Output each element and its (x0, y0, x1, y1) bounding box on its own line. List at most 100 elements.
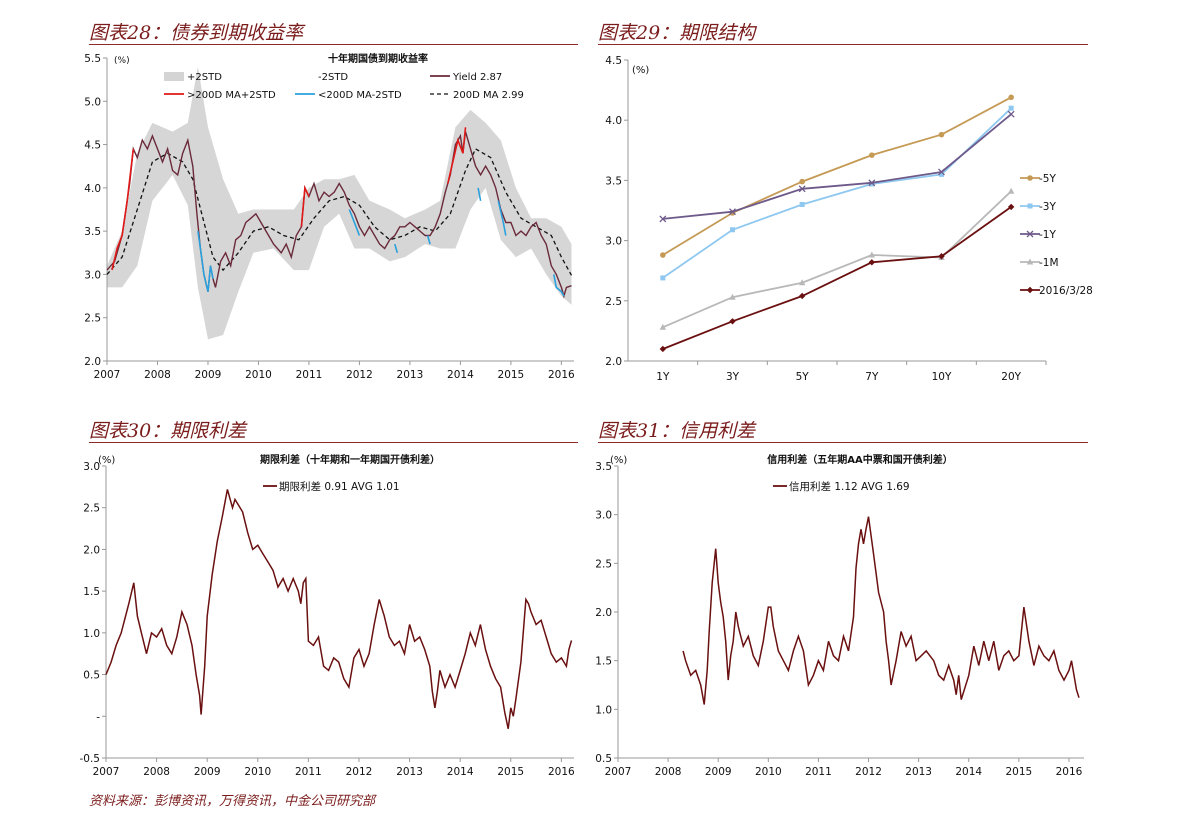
legend-label: -3Y (1039, 201, 1056, 213)
unit-label: (%) (98, 455, 115, 466)
figure-28-rule (89, 44, 578, 45)
y-tick-label: 3.5 (605, 175, 622, 187)
unit-label: (%) (610, 455, 627, 466)
x-tick-label: 2015 (1005, 766, 1032, 778)
below-band-segment (497, 200, 507, 236)
x-tick-label: 2008 (144, 369, 171, 381)
y-tick-label: 5.0 (84, 96, 101, 108)
legend-label: 信用利差 1.12 AVG 1.69 (789, 480, 910, 493)
y-tick-label: 3.0 (83, 461, 100, 473)
y-tick-label: 3.0 (84, 269, 101, 281)
legend-swatch (164, 72, 184, 81)
figure-31-rule (598, 442, 1088, 443)
series-line (662, 206, 1012, 350)
x-tick-label: 2010 (245, 369, 272, 381)
credit-spread-chart: 0.5 1.0 1.5 2.0 2.5 3.0 3.5 2007 2008 2009 2010 201… (595, 453, 1084, 778)
x-tick-label: 2010 (244, 766, 271, 778)
y-tick-label: 1.0 (83, 628, 100, 640)
chart-title: 期限利差（十年期和一年期国开债利差） (260, 453, 440, 466)
y-tick-label: 2.0 (595, 607, 612, 619)
x-tick-label: 7Y (865, 371, 879, 383)
figure-30-title: 图表30：期限利差 (89, 420, 247, 442)
y-tick-label: 1.5 (83, 586, 100, 598)
x-tick-label: 2013 (397, 369, 424, 381)
legend-label: 2016/3/28 (1039, 285, 1093, 297)
point-marker (869, 152, 875, 158)
x-tick-label: 2009 (195, 369, 222, 381)
y-tick-label: 2.0 (84, 356, 101, 368)
above-band-segment (300, 184, 310, 227)
y-tick-label: - (96, 711, 100, 723)
x-tick-label: 2007 (93, 766, 120, 778)
x-tick-label: 2011 (805, 766, 832, 778)
spread-line (105, 489, 573, 729)
yield-chart: 2.0 2.5 3.0 3.5 4.0 4.5 5.0 5.5 2007 2008 2009 2010… (84, 52, 575, 381)
x-tick-label: 2009 (705, 766, 732, 778)
chart-title: 信用利差（五年期AA中票和国开债利差） (767, 453, 952, 466)
point-marker (1027, 203, 1033, 209)
x-tick-label: 2014 (447, 766, 474, 778)
point-marker (938, 253, 945, 260)
point-marker (1026, 258, 1034, 265)
ma-200d-line (106, 147, 573, 276)
figure-31-title: 图表31：信用利差 (598, 420, 756, 442)
below-band-segment (394, 243, 399, 254)
legend-label: -1Y (1039, 229, 1056, 241)
y-tick-label: 2.0 (605, 356, 622, 368)
point-marker (799, 201, 805, 207)
legend-label: 期限利差 0.91 AVG 1.01 (279, 480, 400, 493)
point-marker (730, 227, 735, 233)
figure-29-rule (598, 44, 1088, 45)
above-band-segment (111, 148, 135, 271)
point-marker (659, 345, 667, 353)
series-line (662, 113, 1012, 220)
x-tick-label: 2012 (346, 766, 373, 778)
x-tick-label: 2009 (194, 766, 221, 778)
point-marker (798, 292, 806, 300)
point-marker (868, 179, 876, 187)
spread-line (682, 516, 1080, 705)
point-marker (939, 171, 944, 177)
x-tick-label: 2014 (955, 766, 982, 778)
below-band-segment (426, 235, 431, 245)
figure-28-title: 图表28：债券到期收益率 (89, 22, 304, 44)
below-band-segment (348, 209, 361, 236)
x-tick-label: 2016 (1056, 766, 1083, 778)
yield-line (106, 131, 572, 299)
above-band-segment (447, 127, 467, 184)
point-marker (1026, 286, 1034, 294)
y-tick-label: 1.5 (595, 656, 612, 668)
x-tick-label: 1Y (656, 371, 670, 383)
series-line (662, 107, 1012, 279)
legend-label: -2STD (318, 72, 348, 83)
figure-29-title: 图表29：期限结构 (598, 22, 756, 44)
point-marker (659, 323, 667, 330)
legend-label: Yield 2.87 (452, 72, 502, 83)
x-tick-label: 2011 (296, 369, 323, 381)
x-tick-label: 2013 (905, 766, 932, 778)
point-marker (868, 251, 876, 258)
legend-label: +2STD (187, 72, 222, 83)
point-marker (1007, 187, 1015, 194)
point-marker (1007, 110, 1015, 118)
x-tick-label: 2012 (346, 369, 373, 381)
y-tick-label: 2.5 (595, 558, 612, 570)
y-tick-label: 2.5 (84, 313, 101, 325)
x-tick-label: 2010 (755, 766, 782, 778)
x-tick-label: 3Y (726, 371, 740, 383)
point-marker (869, 181, 875, 187)
point-marker (1008, 105, 1014, 111)
point-marker (1008, 94, 1014, 101)
x-tick-label: 2016 (548, 369, 575, 381)
point-marker (1026, 230, 1034, 238)
y-tick-label: 5.5 (84, 53, 101, 65)
source-note: 资料来源：彭博资讯，万得资讯，中金公司研究部 (89, 794, 376, 809)
y-tick-label: 1.0 (595, 704, 612, 716)
chart-title: 十年期国债到期收益率 (328, 52, 428, 65)
point-marker (729, 318, 736, 325)
legend-label: -5Y (1039, 173, 1056, 185)
y-tick-label: 0.5 (595, 753, 612, 765)
x-tick-label: 2015 (497, 766, 524, 778)
point-marker (868, 259, 876, 266)
